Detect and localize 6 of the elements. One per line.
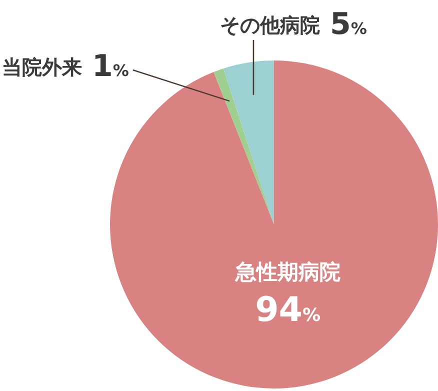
slice-label: 急性期病院	[234, 260, 340, 284]
data-label: 5%	[330, 7, 367, 42]
data-label: 94%	[255, 290, 321, 330]
slice-label: 当院外来	[2, 55, 82, 79]
slice-label: その他病院	[220, 13, 320, 37]
data-label: 1%	[92, 49, 129, 84]
